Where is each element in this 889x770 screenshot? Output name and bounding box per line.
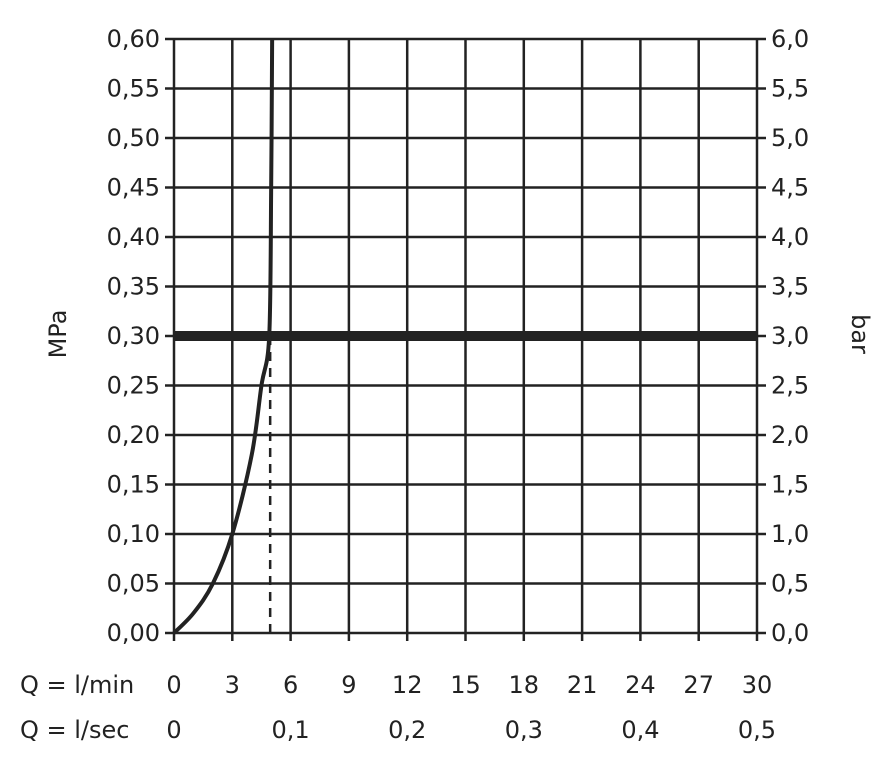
y-tick-label-right: 1,5 (771, 471, 809, 499)
y-tick-label-right: 2,0 (771, 421, 809, 449)
x-tick-label-lsec: 0,5 (738, 716, 776, 744)
y-tick-label-right: 1,0 (771, 520, 809, 548)
y-tick-label-right: 0,5 (771, 570, 809, 598)
x-tick-label-lmin: 18 (509, 671, 540, 699)
x-tick-label-lmin: 6 (283, 671, 298, 699)
y-tick-label-left: 0,55 (107, 75, 160, 103)
y-tick-label-right: 4,0 (771, 223, 809, 251)
y-tick-label-right: 0,0 (771, 619, 809, 647)
x-tick-label-lmin: 30 (742, 671, 773, 699)
x-tick-label-lmin: 15 (450, 671, 481, 699)
x-tick-label-lmin: 27 (683, 671, 714, 699)
y-tick-label-left: 0,45 (107, 174, 160, 202)
x-tick-label-lmin: 3 (225, 671, 240, 699)
y-tick-label-right: 2,5 (771, 372, 809, 400)
series-line-0 (172, 38, 275, 635)
x-axis-lsec-tick-labels: 0 0,1 0,2 0,3 0,4 0,5 (166, 716, 776, 744)
series-layer (172, 38, 275, 635)
y-tick-label-right: 5,0 (771, 124, 809, 152)
x-tick-label-lsec: 0,2 (388, 716, 426, 744)
y-tick-label-left: 0,15 (107, 471, 160, 499)
y-axis-right-tick-labels: 0,0 0,5 1,0 1,5 2,0 2,5 3,0 3,5 4,0 4,5 5,0 5,5 6,0 (771, 25, 809, 647)
x-tick-label-lsec: 0,3 (505, 716, 543, 744)
y-axis-left-title: MPa (44, 310, 72, 359)
x-tick-label-lsec: 0,1 (272, 716, 310, 744)
x-axis-lsec-title: Q = l/sec (20, 716, 129, 744)
y-tick-label-left: 0,25 (107, 372, 160, 400)
y-tick-label-left: 0,05 (107, 570, 160, 598)
y-tick-label-left: 0,40 (107, 223, 160, 251)
y-tick-label-right: 5,5 (771, 75, 809, 103)
x-tick-label-lsec: 0,4 (621, 716, 659, 744)
y-tick-label-left: 0,60 (107, 25, 160, 53)
y-tick-label-right: 6,0 (771, 25, 809, 53)
y-tick-label-right: 4,5 (771, 174, 809, 202)
x-tick-label-lmin: 21 (567, 671, 598, 699)
x-axis-lmin-title: Q = l/min (20, 671, 134, 699)
x-tick-label-lmin: 0 (166, 671, 181, 699)
y-tick-label-left: 0,20 (107, 421, 160, 449)
y-tick-label-left: 0,35 (107, 273, 160, 301)
y-tick-label-left: 0,50 (107, 124, 160, 152)
y-tick-label-right: 3,5 (771, 273, 809, 301)
y-axis-right-title: bar (846, 314, 874, 354)
y-tick-label-left: 0,00 (107, 619, 160, 647)
x-axis-lmin-tick-labels: 0 3 6 9 12 15 18 21 24 27 30 (166, 671, 772, 699)
x-tick-label-lmin: 24 (625, 671, 656, 699)
y-tick-label-right: 3,0 (771, 322, 809, 350)
y-tick-label-left: 0,30 (107, 322, 160, 350)
y-axis-left-tick-labels: 0,00 0,05 0,10 0,15 0,20 0,25 0,30 0,35 0,40 0,45… (107, 25, 160, 647)
y-tick-label-left: 0,10 (107, 520, 160, 548)
x-tick-label-lmin: 12 (392, 671, 423, 699)
x-tick-label-lsec: 0 (166, 716, 181, 744)
x-tick-label-lmin: 9 (341, 671, 356, 699)
